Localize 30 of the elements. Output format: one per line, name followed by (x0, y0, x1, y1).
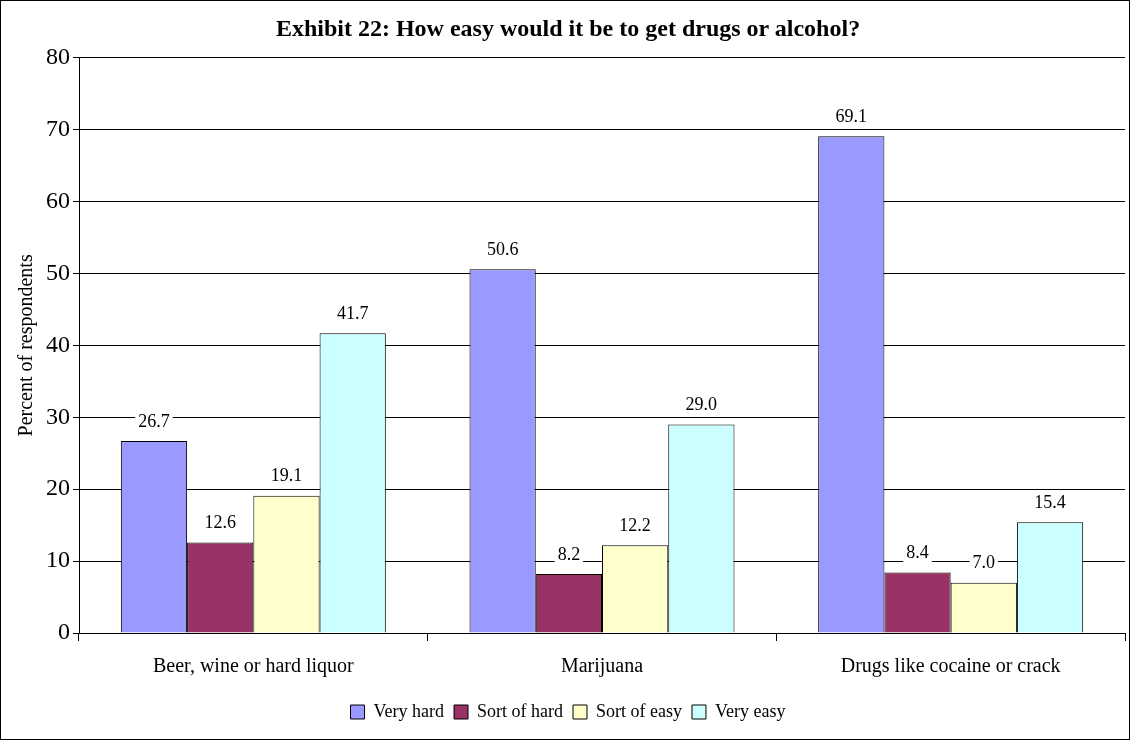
y-tick-label: 0 (58, 618, 70, 645)
data-label: 8.4 (906, 542, 929, 563)
data-label: 26.7 (138, 410, 170, 431)
x-tick-label: Drugs like cocaine or crack (840, 654, 1061, 678)
y-tick-label: 80 (46, 43, 70, 70)
y-tick-label: 20 (46, 474, 70, 501)
data-label: 12.6 (204, 512, 236, 533)
data-label: 15.4 (1034, 492, 1066, 513)
legend-label: Sort of easy (596, 700, 682, 721)
y-tick-label: 60 (46, 186, 70, 213)
legend-label: Very hard (373, 700, 445, 721)
y-tick-label: 10 (46, 546, 70, 573)
data-label: 29.0 (685, 394, 718, 415)
legend-label: Very easy (714, 700, 786, 721)
x-tick-label: Beer, wine or hard liquor (152, 654, 355, 678)
data-label: 69.1 (835, 105, 868, 126)
x-tick-label: Marijuana (560, 654, 644, 678)
data-label: 8.2 (557, 543, 581, 564)
y-axis-title: Percent of respondents (14, 254, 38, 437)
chart-title: Exhibit 22: How easy would it be to get drugs or alcohol? (275, 14, 861, 41)
data-label: 50.6 (486, 238, 519, 259)
data-label: 7.0 (972, 552, 996, 573)
data-label: 19.1 (270, 465, 303, 486)
legend-label: Sort of hard (477, 700, 563, 721)
data-label: 12.2 (619, 515, 651, 536)
y-tick-label: 50 (46, 258, 70, 285)
data-label: 41.7 (336, 302, 369, 323)
y-tick-label: 70 (46, 115, 70, 141)
y-tick-label: 40 (46, 330, 70, 357)
y-tick-label: 30 (46, 402, 70, 429)
